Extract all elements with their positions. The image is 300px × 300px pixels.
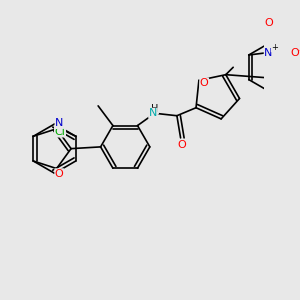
Text: N: N (55, 118, 63, 128)
Text: H: H (151, 104, 158, 114)
Text: O: O (177, 140, 186, 150)
Text: N: N (264, 47, 273, 58)
Text: O⁻: O⁻ (290, 47, 300, 58)
Text: +: + (271, 43, 278, 52)
Text: N: N (149, 108, 157, 118)
Text: O: O (200, 78, 208, 88)
Text: O: O (264, 18, 273, 28)
Text: Cl: Cl (55, 127, 65, 137)
Text: O: O (55, 169, 64, 179)
